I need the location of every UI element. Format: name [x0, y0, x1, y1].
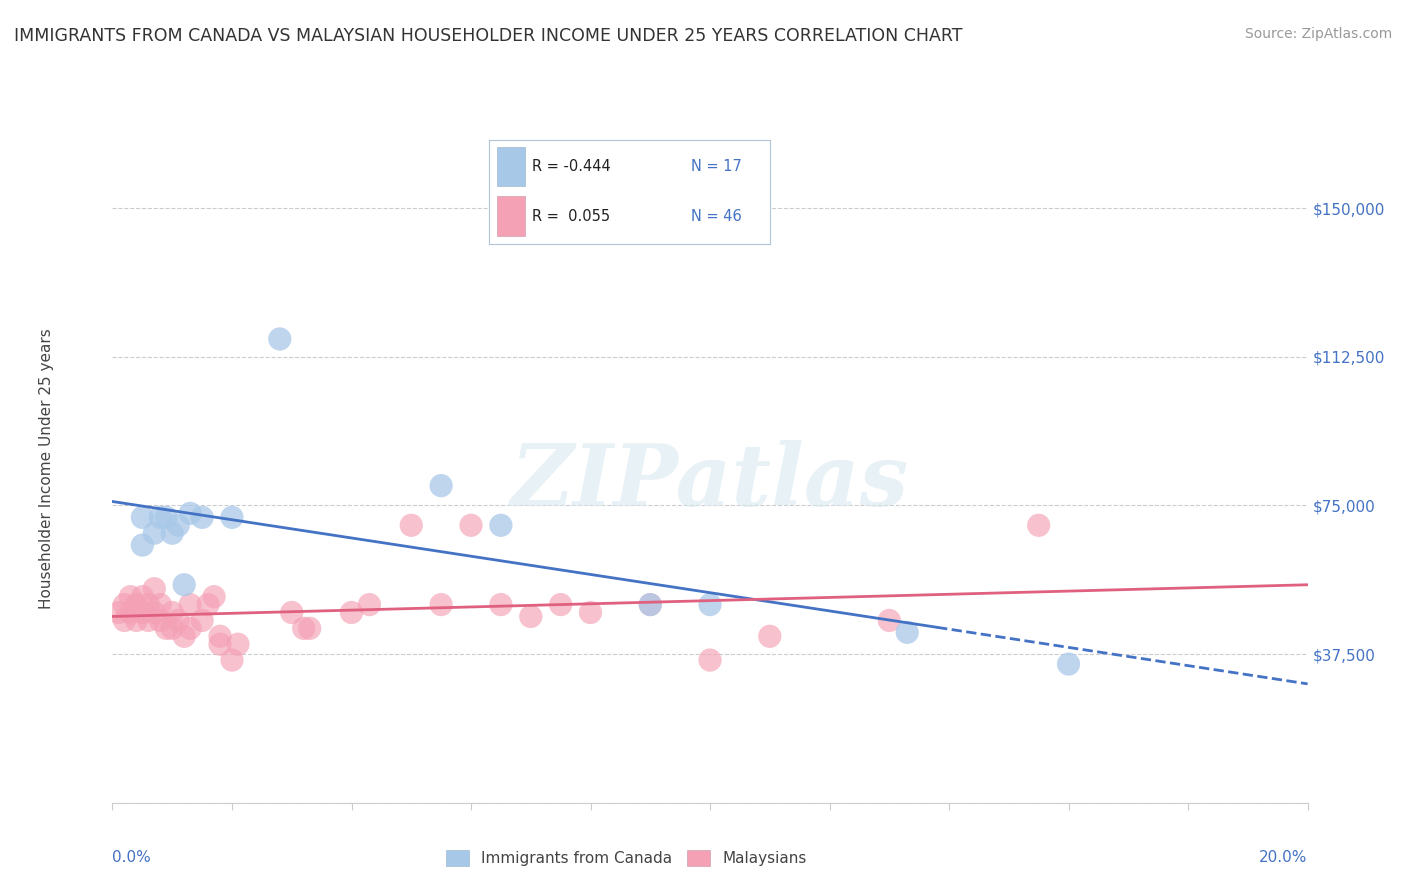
Point: [340, 606, 363, 620]
Point: [579, 606, 602, 620]
Point: [638, 598, 662, 612]
Point: [162, 526, 183, 541]
Text: Householder Income Under 25 years: Householder Income Under 25 years: [39, 328, 55, 608]
Point: [877, 614, 901, 628]
Point: [179, 507, 201, 521]
Point: [1028, 518, 1050, 533]
Point: [125, 614, 148, 628]
Point: [430, 598, 453, 612]
Point: [226, 637, 249, 651]
Point: [162, 621, 183, 635]
Point: [550, 598, 572, 612]
Point: [149, 614, 172, 628]
Point: [173, 578, 195, 592]
Text: 0.0%: 0.0%: [112, 849, 152, 864]
Point: [107, 606, 129, 620]
Point: [155, 621, 177, 635]
Point: [167, 614, 190, 628]
Point: [149, 510, 172, 524]
Point: [131, 538, 153, 552]
Point: [143, 526, 166, 541]
Point: [298, 621, 321, 635]
Point: [191, 614, 214, 628]
Point: [191, 510, 214, 524]
Point: [520, 609, 543, 624]
Text: Source: ZipAtlas.com: Source: ZipAtlas.com: [1244, 27, 1392, 41]
Text: IMMIGRANTS FROM CANADA VS MALAYSIAN HOUSEHOLDER INCOME UNDER 25 YEARS CORRELATIO: IMMIGRANTS FROM CANADA VS MALAYSIAN HOUS…: [14, 27, 963, 45]
Point: [221, 510, 243, 524]
Point: [208, 629, 231, 643]
Point: [120, 590, 142, 604]
Text: 20.0%: 20.0%: [1260, 849, 1308, 864]
Point: [202, 590, 225, 604]
Point: [131, 590, 153, 604]
Point: [269, 332, 291, 346]
Point: [208, 637, 231, 651]
Point: [143, 582, 166, 596]
Point: [759, 629, 782, 643]
Point: [114, 614, 135, 628]
Point: [167, 518, 190, 533]
Point: [138, 614, 160, 628]
Point: [173, 629, 195, 643]
Point: [149, 598, 172, 612]
Point: [125, 598, 148, 612]
Point: [638, 598, 662, 612]
Point: [401, 518, 423, 533]
Point: [699, 653, 721, 667]
Point: [489, 518, 512, 533]
Point: [162, 606, 183, 620]
Point: [699, 598, 721, 612]
Point: [131, 510, 153, 524]
Point: [430, 478, 453, 492]
Point: [292, 621, 315, 635]
Point: [114, 598, 135, 612]
Point: [138, 598, 160, 612]
Point: [489, 598, 512, 612]
Point: [896, 625, 918, 640]
Point: [281, 606, 304, 620]
Point: [1057, 657, 1080, 671]
Text: ZIPatlas: ZIPatlas: [510, 440, 910, 524]
Point: [221, 653, 243, 667]
Point: [131, 606, 153, 620]
Point: [460, 518, 482, 533]
Point: [179, 598, 201, 612]
Point: [155, 510, 177, 524]
Point: [120, 606, 142, 620]
Point: [179, 621, 201, 635]
Point: [143, 606, 166, 620]
Point: [359, 598, 381, 612]
Legend: Immigrants from Canada, Malaysians: Immigrants from Canada, Malaysians: [440, 844, 813, 872]
Point: [197, 598, 219, 612]
